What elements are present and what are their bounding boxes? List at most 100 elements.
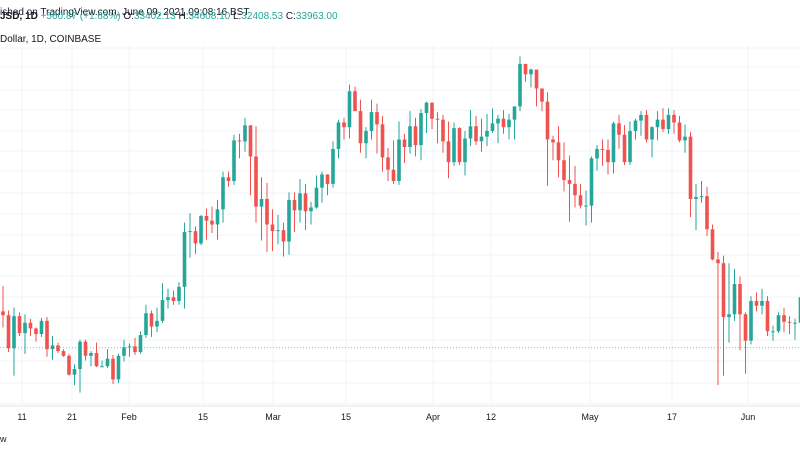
candle	[523, 63, 528, 82]
candle	[204, 208, 209, 240]
candle	[424, 101, 429, 133]
candle-body	[545, 101, 550, 140]
candle-body	[243, 125, 247, 142]
x-tick-label: 17	[667, 412, 677, 422]
candle-body	[358, 111, 363, 144]
candle-body	[23, 322, 27, 334]
candle	[622, 125, 627, 165]
candle-body	[188, 231, 192, 233]
candle	[738, 276, 742, 351]
chart-header: ished on TradingView.com, June 09, 2021 …	[0, 0, 800, 32]
candle	[771, 325, 775, 341]
candle-body	[540, 88, 544, 102]
candle	[743, 312, 748, 374]
candle	[732, 268, 737, 321]
candle-body	[83, 341, 88, 356]
candle	[12, 307, 16, 376]
candle-body	[496, 118, 500, 124]
candle-body	[276, 230, 280, 232]
x-tick-label: 21	[67, 412, 77, 422]
candle	[309, 201, 313, 225]
candle-body	[320, 174, 324, 188]
candle-body	[204, 215, 209, 221]
candle	[50, 335, 55, 360]
candle-body	[677, 122, 682, 141]
candle	[556, 126, 561, 178]
candle-body	[155, 320, 159, 327]
candle	[584, 190, 588, 226]
x-tick-label: 11	[17, 412, 26, 422]
candle	[793, 318, 797, 340]
candle-body	[138, 335, 143, 353]
candle	[419, 109, 423, 161]
candle	[67, 353, 71, 376]
candle	[534, 69, 539, 107]
candle	[787, 316, 792, 335]
candle-body	[589, 158, 594, 206]
candle-body	[430, 102, 434, 119]
candle	[512, 106, 517, 140]
candle	[380, 115, 385, 172]
candle	[270, 209, 275, 251]
candle-body	[72, 369, 77, 375]
candle-body	[61, 351, 66, 356]
candle-body	[507, 119, 511, 128]
candle	[111, 354, 115, 385]
candle	[721, 255, 726, 376]
candle	[617, 114, 621, 149]
candle-body	[710, 229, 715, 260]
candle	[490, 108, 495, 133]
candle-body	[518, 63, 522, 107]
candle	[749, 296, 753, 345]
candle-body	[259, 198, 264, 207]
candle	[23, 314, 27, 354]
candle	[298, 179, 302, 223]
candle-body	[309, 207, 313, 212]
candle-body	[512, 106, 517, 120]
candle	[628, 121, 632, 165]
candle-body	[237, 140, 242, 142]
candle-body	[457, 128, 462, 163]
candle	[221, 171, 225, 223]
candle	[314, 175, 319, 209]
candle	[226, 171, 231, 187]
candle-body	[45, 320, 49, 350]
candle	[177, 282, 181, 305]
candle-body	[749, 301, 753, 341]
candle	[457, 127, 462, 165]
candle-body	[534, 69, 539, 89]
candle-body	[116, 355, 121, 380]
candle	[199, 215, 203, 246]
x-tick-label: 15	[341, 412, 351, 422]
candle	[193, 226, 198, 254]
candle	[463, 130, 467, 176]
candle-body	[1, 311, 5, 316]
candle-body	[463, 138, 467, 163]
candle	[402, 133, 407, 164]
candle	[452, 122, 456, 166]
candle	[116, 353, 121, 384]
candle	[188, 213, 192, 258]
candle-body	[776, 315, 781, 332]
candle	[606, 139, 610, 175]
pair-label: Dollar, 1D, COINBASE	[0, 34, 102, 45]
candle	[765, 296, 770, 336]
candle-body	[364, 130, 368, 144]
candle	[325, 174, 330, 196]
candle-body	[738, 284, 742, 315]
candle	[364, 127, 368, 159]
candle	[6, 310, 11, 353]
candle	[441, 114, 445, 153]
candle-body	[50, 345, 55, 350]
candle-body	[336, 122, 341, 149]
candle	[518, 56, 522, 112]
candle	[677, 115, 682, 143]
candle	[716, 251, 720, 386]
candle-body	[413, 126, 418, 146]
candle-body	[111, 358, 115, 380]
candle	[446, 121, 451, 179]
candle-body	[743, 314, 748, 341]
candle-body	[287, 199, 291, 242]
candle	[287, 192, 291, 255]
